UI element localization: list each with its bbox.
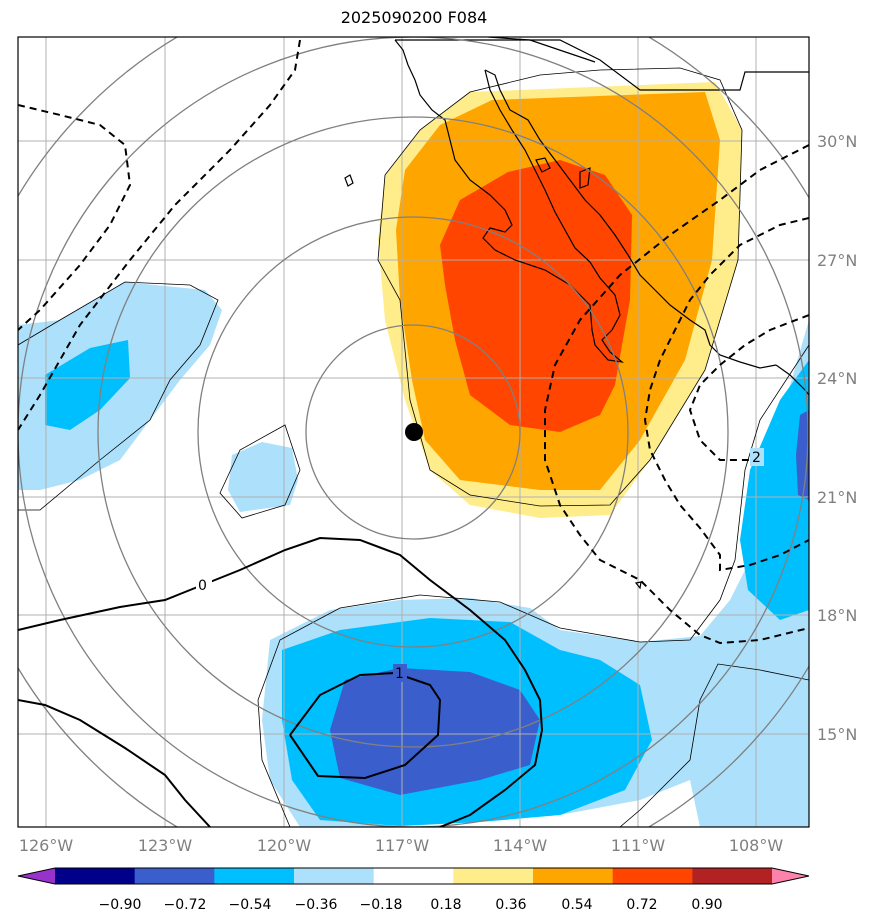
- colorbar-segment: [134, 868, 215, 884]
- pressure-contours: [18, 37, 809, 827]
- colorbar-extend-max: [772, 868, 809, 884]
- fill-level-0.54: [440, 160, 632, 432]
- colorbar-segment: [453, 868, 534, 884]
- colorbar-segment: [612, 868, 693, 884]
- colorbar-tick-label: 0.18: [430, 897, 461, 913]
- lon-label: 126°W: [19, 836, 74, 855]
- colorbar-tick-label: −0.90: [99, 897, 142, 913]
- colorbar-segment: [55, 868, 136, 884]
- positive-anomaly-fill: [378, 82, 742, 518]
- contour-label-0: 0: [198, 578, 207, 594]
- colorbar-tick-label: 0.54: [561, 897, 592, 913]
- lat-label: 27°N: [817, 251, 857, 270]
- map-title: 2025090200 F084: [340, 8, 488, 27]
- colorbar-tick-label: 0.36: [495, 897, 526, 913]
- lon-label: 117°W: [375, 836, 430, 855]
- storm-center-marker: [405, 423, 423, 441]
- lat-label: 30°N: [817, 132, 857, 151]
- colorbar-segment: [214, 868, 295, 884]
- colorbar-tick-label: −0.36: [295, 897, 338, 913]
- colorbar: [17, 867, 810, 885]
- colorbar-tick-label: −0.18: [360, 897, 403, 913]
- lon-label: 123°W: [138, 836, 193, 855]
- map-frame: [17, 36, 810, 828]
- lon-labels: 126°W 123°W 120°W 117°W 114°W 111°W 108°…: [19, 836, 784, 855]
- colorbar-tick-label: −0.72: [164, 897, 207, 913]
- fill-level-neg0.36-east: [740, 360, 809, 620]
- contour-label-2: 2: [752, 450, 761, 466]
- fill-level-neg0.36-west: [45, 340, 130, 430]
- lat-label: 24°N: [817, 369, 857, 388]
- colorbar-extend-min: [18, 868, 55, 884]
- colorbar-ticks: −0.90 −0.72 −0.54 −0.36 −0.18 0.18 0.36 …: [99, 897, 723, 913]
- lon-label: 120°W: [257, 836, 312, 855]
- contour-label-1: 1: [395, 666, 404, 682]
- lat-label: 15°N: [817, 725, 857, 744]
- negative-contours: [18, 39, 809, 645]
- lon-label: 111°W: [611, 836, 666, 855]
- colorbar-segment: [692, 868, 773, 884]
- colorbar-tick-label: 0.72: [626, 897, 657, 913]
- colorbar-outline: [17, 867, 810, 885]
- colorbar-segment: [533, 868, 614, 884]
- lat-label: 18°N: [817, 606, 857, 625]
- lat-labels: 30°N 27°N 24°N 21°N 18°N 15°N: [817, 132, 857, 744]
- coastlines: [344, 37, 809, 590]
- colorbar-segment: [294, 868, 375, 884]
- colorbar-segment: [373, 868, 454, 884]
- fill-level-neg0.18-small: [228, 442, 298, 512]
- contour-labels: 0 1 2: [196, 448, 764, 682]
- lon-label: 108°W: [729, 836, 784, 855]
- colorbar-tick-label: −0.54: [229, 897, 272, 913]
- colorbar-tick-label: 0.90: [691, 897, 722, 913]
- zero-one-contours: [18, 536, 544, 827]
- lat-label: 21°N: [817, 488, 857, 507]
- fill-level-neg0.54-south: [330, 668, 540, 795]
- lon-label: 114°W: [493, 836, 548, 855]
